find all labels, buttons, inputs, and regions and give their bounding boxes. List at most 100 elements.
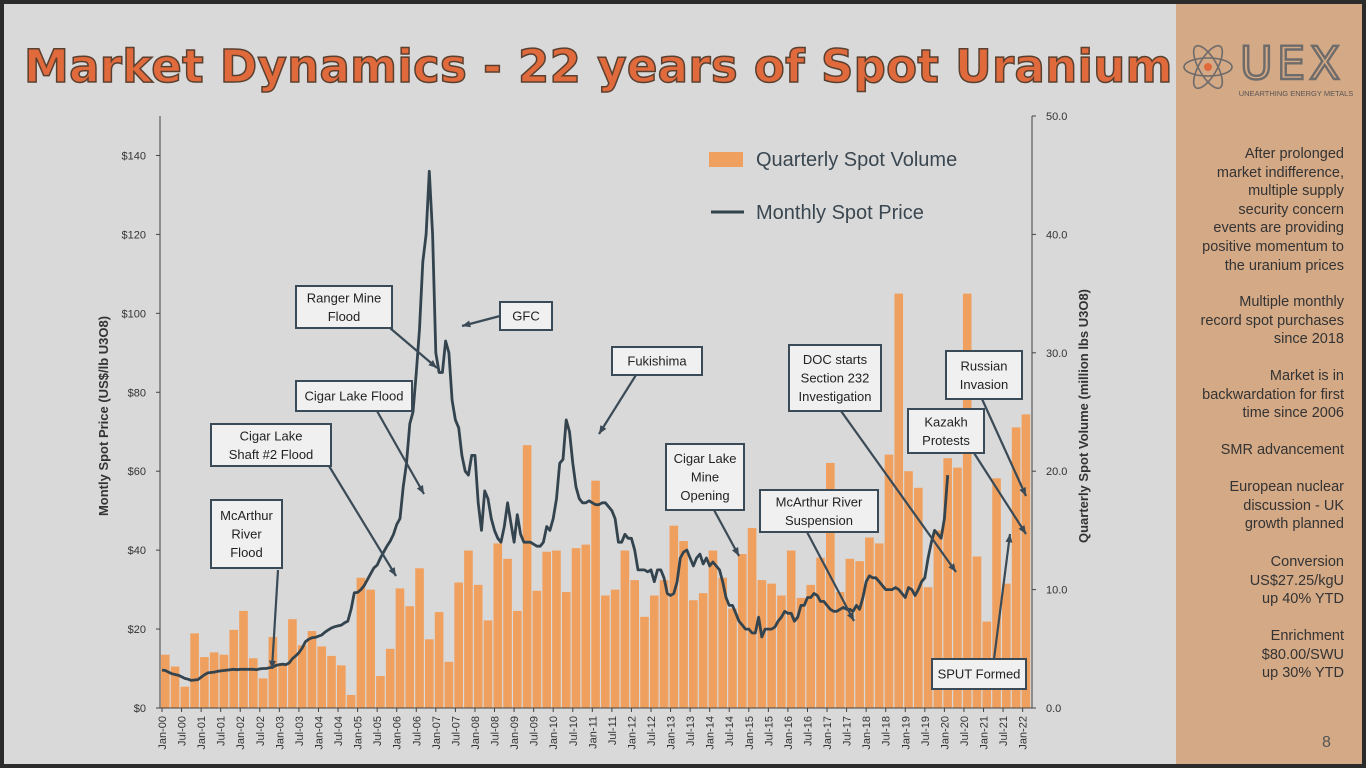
chart: $0 $20 $40 $60 $80 $100 $120 $140 0.0 10.0 20.0 30.… bbox=[96, 111, 1091, 750]
annotation-arrow bbox=[806, 531, 855, 622]
annotation-label: Opening bbox=[680, 488, 729, 503]
annotation-label: Fukishima bbox=[627, 354, 687, 369]
legend-label: Quarterly Spot Volume bbox=[756, 149, 957, 171]
arrow-head-icon bbox=[462, 320, 471, 328]
uex-logo: UEX UNEARTHING ENERGY METALS bbox=[1183, 38, 1354, 98]
annotation-box bbox=[295, 285, 393, 329]
annotation-label: Section 232 bbox=[801, 371, 870, 386]
volume-bar bbox=[376, 676, 385, 708]
annotation-arrow bbox=[389, 327, 438, 369]
annotation-box bbox=[788, 344, 882, 412]
volume-bar bbox=[659, 580, 669, 708]
sidebar-paragraph: European nuclear discussion - UK growth … bbox=[1229, 479, 1344, 533]
x-tick-label: Jan-17 bbox=[822, 716, 834, 750]
volume-bar bbox=[806, 584, 816, 708]
sidebar-paragraph: Multiple monthly record spot purchases s… bbox=[1200, 294, 1344, 348]
volume-bar bbox=[796, 597, 806, 708]
annotation: Russian Invasion bbox=[945, 350, 1028, 497]
volume-bar bbox=[865, 537, 874, 708]
annotation: SPUT Formed bbox=[931, 533, 1027, 690]
annotation-arrow bbox=[980, 398, 1028, 497]
volume-bar bbox=[160, 654, 170, 708]
annotation-box bbox=[945, 350, 1023, 400]
x-tick-label: Jan-22 bbox=[1018, 716, 1030, 750]
x-tick-label: Jul-04 bbox=[333, 716, 345, 746]
x-tick-label: Jan-11 bbox=[587, 716, 599, 749]
volume-bar bbox=[200, 657, 209, 708]
volume-bar bbox=[884, 454, 894, 708]
annotation: Ranger Mine Flood bbox=[295, 285, 438, 369]
arrow-head-icon bbox=[1019, 487, 1026, 496]
annotation-box bbox=[665, 443, 745, 511]
annotation-arrow bbox=[270, 569, 280, 670]
volume-bar bbox=[464, 550, 473, 708]
sidebar-paragraph: After prolonged market indifference, mul… bbox=[1202, 146, 1344, 274]
annotation-arrow bbox=[992, 533, 1012, 660]
x-tick-label: Jan-04 bbox=[313, 716, 325, 750]
annotation-label: Mine bbox=[691, 470, 719, 485]
volume-bar bbox=[209, 652, 219, 708]
arrow-head-icon bbox=[388, 567, 396, 576]
volume-bar bbox=[190, 633, 199, 708]
volume-bar bbox=[1011, 427, 1021, 708]
annotation-box bbox=[295, 380, 413, 412]
volume-bar bbox=[337, 665, 346, 708]
annotation-arrow bbox=[713, 509, 740, 557]
annotation-label: SPUT Formed bbox=[938, 667, 1021, 682]
annotation-label: Flood bbox=[230, 545, 263, 560]
volume-bar bbox=[346, 694, 356, 708]
volume-bar bbox=[258, 678, 268, 708]
volume-bar bbox=[855, 561, 864, 708]
volume-bar bbox=[532, 590, 542, 708]
volume-bar bbox=[542, 551, 551, 708]
volume-bar bbox=[395, 588, 405, 708]
x-tick-label: Jan-05 bbox=[353, 716, 365, 750]
arrow-head-icon bbox=[948, 563, 956, 572]
annotation-arrow bbox=[973, 452, 1027, 535]
annotation-arrow bbox=[840, 410, 957, 573]
volume-bar bbox=[571, 548, 581, 708]
volume-bar bbox=[493, 543, 503, 708]
x-tick-label: Jan-18 bbox=[861, 716, 873, 750]
page-number: 8 bbox=[1322, 734, 1331, 751]
slide: $0 $20 $40 $60 $80 $100 $120 $140 0.0 10.0 20.0 30.… bbox=[4, 4, 1362, 764]
volume-bar bbox=[620, 550, 630, 708]
volume-bar bbox=[385, 648, 395, 708]
volume-bar bbox=[552, 550, 561, 708]
annotation: McArthur River Suspension bbox=[759, 489, 879, 622]
x-tick-label: Jan-20 bbox=[939, 716, 951, 750]
x-tick-label: Jul-14 bbox=[724, 716, 736, 746]
y2-tick-label: 20.0 bbox=[1046, 466, 1067, 478]
x-tick-label: Jul-10 bbox=[568, 716, 580, 746]
volume-bar bbox=[943, 458, 952, 708]
volume-bar bbox=[1002, 583, 1011, 708]
x-tick-label: Jan-19 bbox=[900, 716, 912, 750]
y2-axis-title: Quarterly Spot Volume (million lbs U3O8) bbox=[1076, 289, 1091, 543]
volume-bar bbox=[933, 530, 943, 708]
volume-bar bbox=[434, 612, 444, 708]
volume-bar bbox=[777, 595, 786, 708]
y-tick-label: $140 bbox=[122, 150, 146, 162]
volume-bar bbox=[503, 558, 512, 708]
y-tick-label: $60 bbox=[128, 466, 146, 478]
x-tick-label: Jul-13 bbox=[685, 716, 697, 746]
arrow-head-icon bbox=[428, 359, 437, 368]
volume-bar bbox=[454, 582, 463, 708]
x-tick-label: Jul-05 bbox=[372, 716, 384, 746]
volume-bar bbox=[405, 606, 415, 708]
annotation-label: GFC bbox=[512, 309, 539, 324]
annotation-label: Cigar Lake Flood bbox=[305, 389, 404, 404]
x-tick-label: Jan-21 bbox=[979, 716, 991, 750]
arrow-head-icon bbox=[1005, 534, 1013, 543]
annotation-label: McArthur bbox=[220, 508, 273, 523]
annotation-box bbox=[210, 499, 283, 569]
annotation: McArthur River Flood bbox=[210, 499, 283, 670]
x-tick-label: Jul-06 bbox=[411, 716, 423, 746]
sidebar-paragraph: Market is in backwardation for first tim… bbox=[1202, 368, 1344, 422]
volume-bar bbox=[366, 589, 375, 708]
volume-bar bbox=[248, 658, 258, 708]
x-tick-label: Jan-16 bbox=[783, 716, 795, 750]
y-tick-label: $80 bbox=[128, 387, 146, 399]
logo-tagline: UNEARTHING ENERGY METALS bbox=[1239, 89, 1354, 98]
y2-tick-label: 40.0 bbox=[1046, 229, 1067, 241]
